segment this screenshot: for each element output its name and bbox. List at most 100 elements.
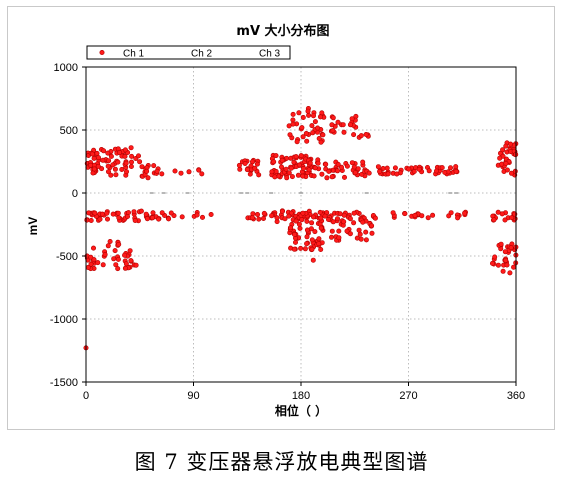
data-point bbox=[108, 153, 114, 159]
data-point bbox=[358, 236, 364, 242]
data-point bbox=[406, 166, 412, 172]
data-point bbox=[341, 129, 347, 135]
data-point bbox=[334, 216, 340, 222]
data-point bbox=[108, 172, 114, 178]
data-point bbox=[426, 168, 432, 174]
data-point bbox=[299, 217, 305, 223]
y-axis-label: mV bbox=[26, 217, 40, 236]
data-point bbox=[433, 168, 439, 174]
data-point bbox=[357, 231, 363, 237]
data-point bbox=[102, 252, 108, 258]
data-point bbox=[416, 166, 422, 172]
data-point bbox=[511, 264, 517, 270]
data-point bbox=[293, 154, 299, 160]
data-point bbox=[312, 229, 318, 235]
data-point bbox=[95, 260, 101, 266]
data-point bbox=[301, 166, 307, 172]
x-tick-label: 270 bbox=[399, 390, 417, 402]
data-point bbox=[309, 220, 315, 226]
data-point bbox=[125, 214, 131, 220]
data-point bbox=[304, 241, 310, 247]
data-point bbox=[256, 172, 262, 178]
data-point bbox=[294, 139, 300, 145]
data-point bbox=[293, 218, 299, 224]
data-point bbox=[113, 172, 119, 178]
data-point bbox=[178, 170, 184, 176]
data-point bbox=[115, 266, 121, 272]
y-tick-label: 1000 bbox=[54, 62, 78, 74]
data-point bbox=[392, 165, 398, 171]
data-point bbox=[145, 175, 151, 181]
data-point bbox=[300, 115, 306, 121]
data-point bbox=[309, 123, 315, 129]
data-point bbox=[86, 210, 92, 216]
data-point bbox=[100, 157, 106, 163]
data-point bbox=[338, 164, 344, 170]
data-point bbox=[137, 159, 143, 165]
data-point bbox=[448, 210, 454, 216]
data-point bbox=[318, 215, 324, 221]
data-point bbox=[156, 216, 162, 222]
data-point bbox=[252, 165, 258, 171]
data-point bbox=[489, 260, 495, 266]
data-point bbox=[295, 172, 301, 178]
data-point bbox=[128, 145, 134, 151]
data-point bbox=[502, 217, 508, 223]
data-point bbox=[289, 174, 295, 180]
data-point bbox=[344, 163, 350, 169]
x-tick-label: 360 bbox=[507, 390, 525, 402]
data-point bbox=[288, 165, 294, 171]
data-point bbox=[84, 217, 90, 223]
data-point bbox=[503, 257, 509, 263]
data-point bbox=[292, 239, 298, 245]
data-point bbox=[315, 125, 321, 131]
scatter-chart: mV 大小分布图 Ch 1 Ch 2 Ch 3 0 90 180 270 360 -150… bbox=[26, 23, 525, 418]
data-point bbox=[425, 215, 431, 221]
data-point bbox=[105, 163, 111, 169]
data-point bbox=[116, 215, 122, 221]
data-point bbox=[136, 153, 142, 159]
data-point bbox=[344, 228, 350, 234]
data-point bbox=[312, 119, 318, 125]
data-point bbox=[143, 211, 149, 217]
data-point bbox=[318, 247, 324, 253]
data-point bbox=[356, 227, 362, 233]
data-point bbox=[305, 108, 311, 114]
legend-box bbox=[86, 45, 291, 60]
data-point bbox=[491, 217, 497, 223]
data-point bbox=[298, 245, 304, 251]
data-point bbox=[106, 158, 112, 164]
data-point bbox=[296, 110, 302, 116]
y-tick-label: -500 bbox=[56, 251, 78, 263]
data-point bbox=[492, 254, 498, 260]
chart-title: mV 大小分布图 bbox=[236, 23, 329, 39]
data-point bbox=[124, 169, 130, 175]
data-point bbox=[411, 169, 417, 175]
data-point bbox=[122, 147, 128, 153]
data-point bbox=[194, 212, 200, 218]
x-axis-label: 相位（ ） bbox=[275, 403, 327, 418]
data-point bbox=[256, 216, 262, 222]
data-point bbox=[326, 168, 332, 174]
data-point bbox=[310, 113, 316, 119]
data-point bbox=[369, 230, 375, 236]
data-point bbox=[128, 164, 134, 170]
legend-label-ch2: Ch 2 bbox=[191, 49, 213, 60]
data-point bbox=[328, 234, 334, 240]
ch1-points bbox=[83, 106, 519, 351]
data-point bbox=[291, 159, 297, 165]
data-point bbox=[208, 212, 214, 218]
data-point bbox=[499, 161, 505, 167]
x-tick-label: 180 bbox=[292, 390, 310, 402]
data-point bbox=[105, 243, 111, 249]
data-point bbox=[279, 208, 285, 214]
data-point bbox=[317, 209, 323, 215]
data-point bbox=[341, 174, 347, 180]
data-point bbox=[308, 226, 314, 232]
data-point bbox=[508, 245, 514, 251]
data-point bbox=[334, 168, 340, 174]
data-point bbox=[322, 213, 328, 219]
data-point bbox=[442, 169, 448, 175]
data-point bbox=[129, 159, 135, 165]
data-point bbox=[319, 171, 325, 177]
